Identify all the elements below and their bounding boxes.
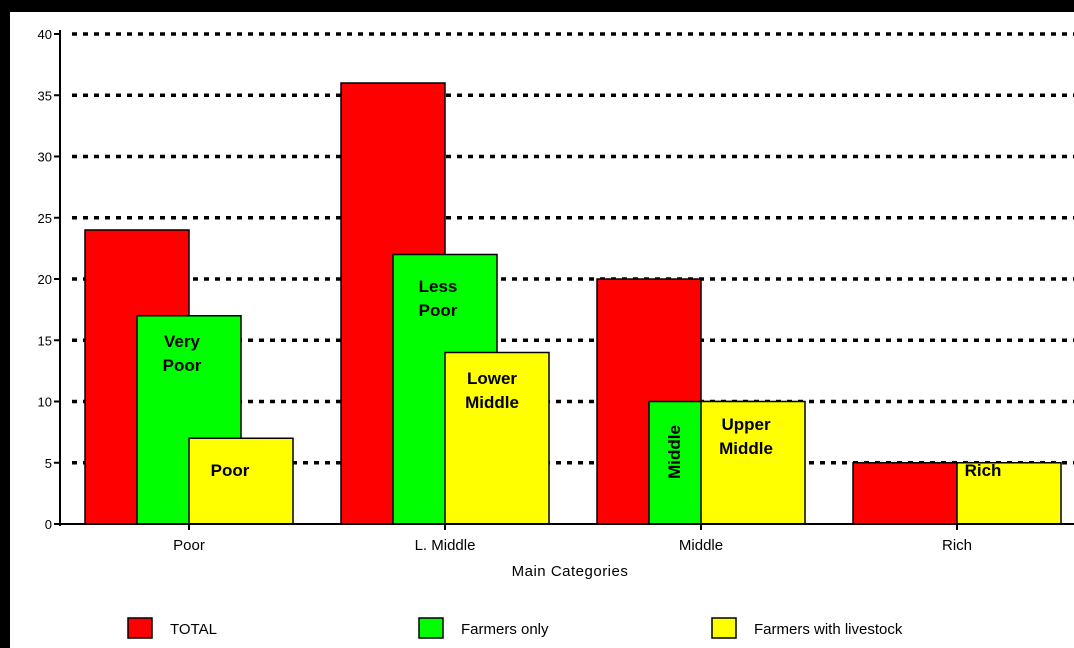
y-tick-label: 35 <box>38 88 52 103</box>
y-tick-label: 25 <box>38 211 52 226</box>
y-tick-label: 10 <box>38 395 52 410</box>
legend-swatch <box>418 617 444 639</box>
bar <box>444 351 550 525</box>
legend-label: Farmers with livestock <box>754 621 903 638</box>
y-tick-label: 40 <box>38 27 52 42</box>
legend-label: TOTAL <box>170 621 217 638</box>
bar-label: Very Poor <box>163 332 202 375</box>
bar <box>188 437 294 525</box>
bar-label: Middle <box>665 425 684 479</box>
legend-swatch <box>127 617 153 639</box>
axes <box>59 30 1074 530</box>
bar-label: Lower Middle <box>465 369 519 412</box>
x-tick-label: Poor <box>173 537 205 554</box>
bar-label: Rich <box>965 461 1002 480</box>
chart-frame: Very Poor Less Poor Middle Poor Lower Middle Upp… <box>10 12 1074 648</box>
x-axis-title: Main Categories <box>512 563 629 580</box>
x-tick-label: Middle <box>679 537 723 554</box>
y-tick-label: 0 <box>45 517 52 532</box>
x-tick-labels: Poor L. Middle Middle Rich <box>173 537 972 554</box>
y-tick-label: 30 <box>38 150 52 165</box>
y-tick-label: 5 <box>45 456 52 471</box>
x-tick-label: L. Middle <box>415 537 476 554</box>
bars: Very Poor Less Poor Middle Poor Lower Middle Upp… <box>84 82 1062 525</box>
y-tick-label: 15 <box>38 333 52 348</box>
bar-label: Upper Middle <box>719 415 773 458</box>
bar <box>852 462 958 525</box>
chart-svg: Very Poor Less Poor Middle Poor Lower Middle Upp… <box>38 27 1074 639</box>
bar <box>700 400 806 525</box>
bar-label: Poor <box>211 461 250 480</box>
legend-swatch <box>711 617 737 639</box>
legend: TOTAL Farmers only Farmers with livestock <box>127 617 903 639</box>
legend-label: Farmers only <box>461 621 549 638</box>
x-tick-label: Rich <box>942 537 972 554</box>
bar-label: Less Poor <box>419 277 458 320</box>
y-tick-label: 20 <box>38 272 52 287</box>
y-tick-labels: 0 5 10 15 20 25 30 35 40 <box>38 27 52 532</box>
